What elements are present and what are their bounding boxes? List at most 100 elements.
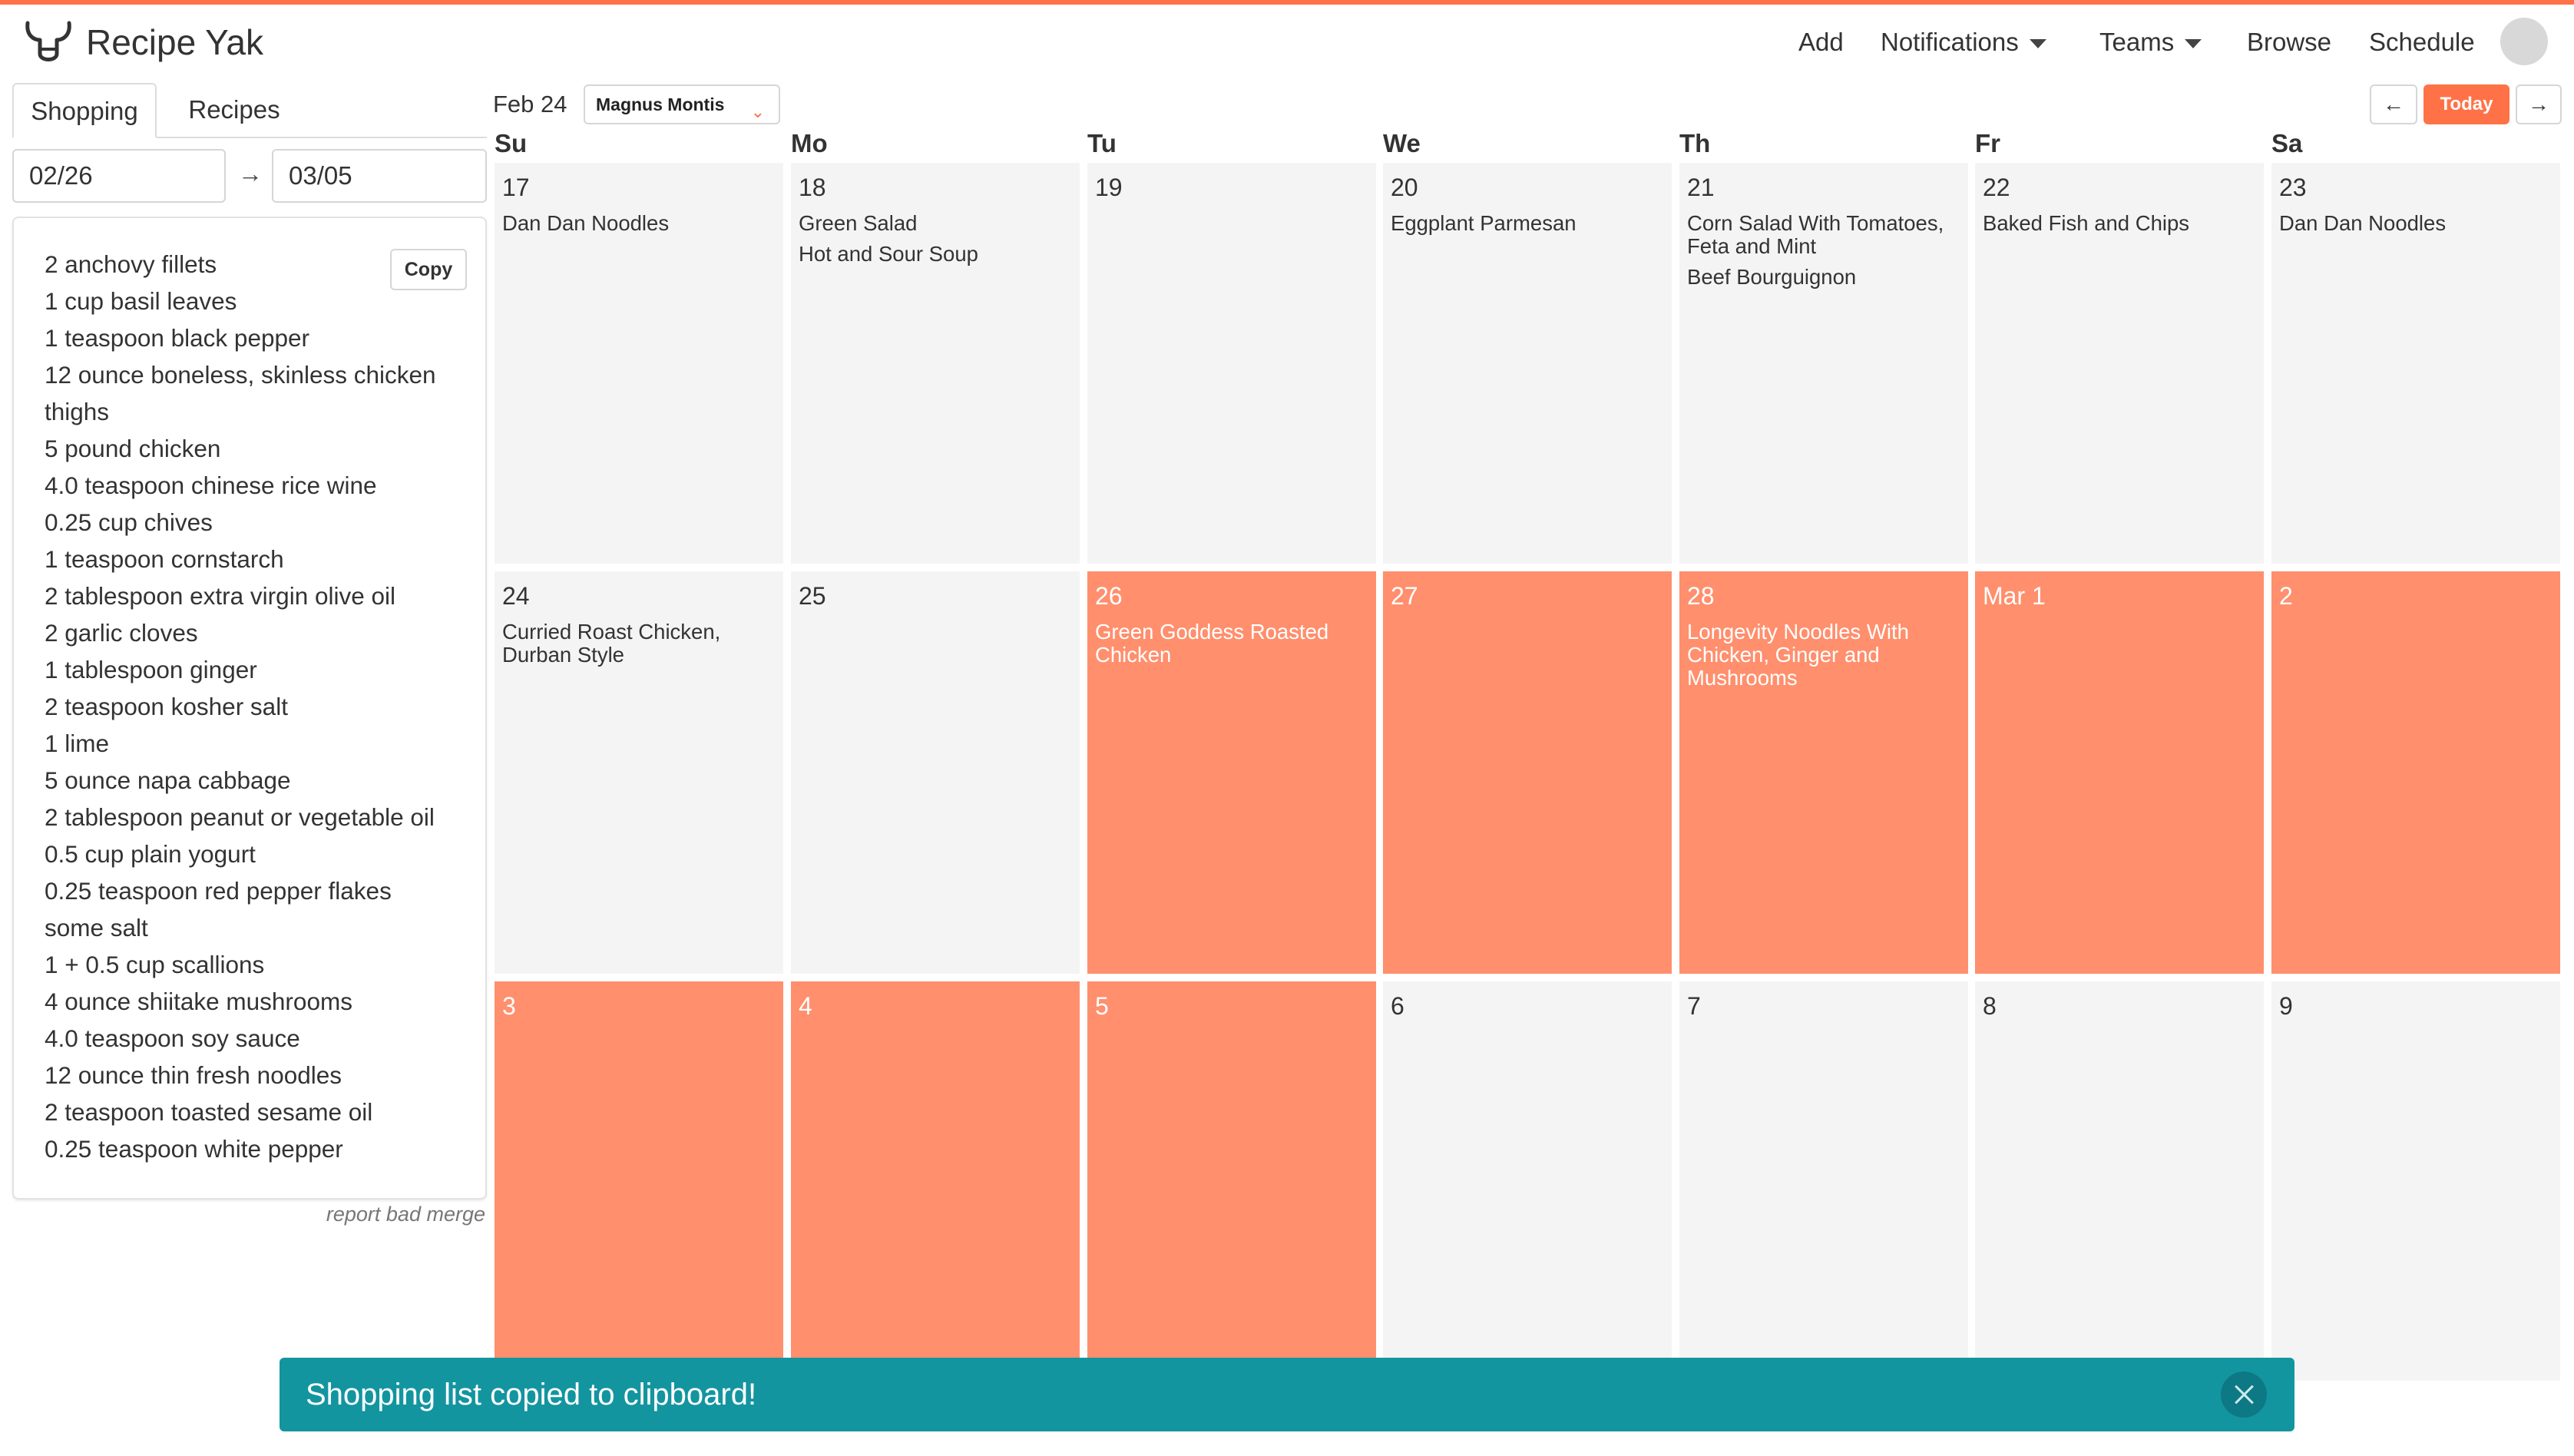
ingredient-item: 4.0 teaspoon chinese rice wine <box>45 472 377 499</box>
nav-teams[interactable]: Teams <box>2099 22 2202 63</box>
ingredient-item: 1 teaspoon black pepper <box>45 324 310 352</box>
day-number: 8 <box>1983 992 1997 1020</box>
ingredient-item: 2 anchovy fillets <box>45 250 217 278</box>
tab-recipes[interactable]: Recipes <box>188 95 280 124</box>
calendar-day-cell[interactable]: 26 Green Goddess Roasted Chicken <box>1087 571 1376 974</box>
copy-button[interactable]: Copy <box>390 249 467 290</box>
calendar-day-cell[interactable]: 2 <box>2271 571 2560 974</box>
day-number: 7 <box>1687 992 1701 1020</box>
arrow-right-icon: → <box>238 160 263 187</box>
nav-schedule[interactable]: Schedule <box>2369 22 2475 63</box>
calendar-day-cell[interactable]: 23 Dan Dan Noodles <box>2271 163 2560 564</box>
ingredient-item: some salt <box>45 914 148 941</box>
day-number: 9 <box>2279 992 2293 1020</box>
ingredient-item: 2 tablespoon extra virgin olive oil <box>45 582 396 610</box>
ingredient-item: 4.0 teaspoon soy sauce <box>45 1024 300 1052</box>
nav-browse-label: Browse <box>2247 28 2332 56</box>
calendar-day-cell[interactable]: 17 Dan Dan Noodles <box>495 163 783 564</box>
close-icon[interactable] <box>2221 1372 2267 1418</box>
ingredient-item: 2 teaspoon kosher salt <box>45 693 288 720</box>
day-number: 4 <box>799 992 812 1020</box>
calendar-day-cell[interactable]: 5 <box>1087 981 1376 1381</box>
calendar-day-cell[interactable]: 21 Corn Salad With Tomatoes, Feta and Min… <box>1679 163 1968 564</box>
calendar-day-cell[interactable]: Mar 1 <box>1975 571 2264 974</box>
ingredient-item: 0.25 teaspoon red pepper flakes <box>45 877 392 905</box>
scheduled-recipe[interactable]: Hot and Sour Soup <box>799 242 978 266</box>
weekday-header: Su <box>495 129 528 157</box>
ingredient-item: 5 pound chicken <box>45 435 221 462</box>
weekday-header: Tu <box>1087 129 1117 157</box>
team-select-value: Magnus Montis <box>596 94 725 114</box>
scheduled-recipe[interactable]: Baked Fish and Chips <box>1983 211 2190 235</box>
day-number: 26 <box>1095 582 1123 610</box>
ingredient-item: 1 + 0.5 cup scallions <box>45 951 265 978</box>
calendar-day-cell[interactable]: 6 <box>1383 981 1672 1381</box>
nav-add[interactable]: Add <box>1798 22 1844 63</box>
calendar-day-cell[interactable]: 27 <box>1383 571 1672 974</box>
caret-down-icon <box>2185 39 2202 48</box>
next-week-button[interactable]: → <box>2516 84 2562 124</box>
scheduled-recipe[interactable]: Dan Dan Noodles <box>502 211 670 235</box>
yak-logo-icon <box>25 21 71 61</box>
calendar-day-cell[interactable]: 28 Longevity Noodles With Chicken, Ginger… <box>1679 571 1968 974</box>
calendar-day-cell[interactable]: 20 Eggplant Parmesan <box>1383 163 1672 564</box>
ingredient-item: 0.25 cup chives <box>45 508 213 536</box>
ingredient-item: 12 ounce boneless, skinless chicken thig… <box>45 361 436 425</box>
calendar-day-cell[interactable]: 18 Green Salad Hot and Sour Soup <box>791 163 1080 564</box>
day-number: 24 <box>502 582 530 610</box>
toast-message: Shopping list copied to clipboard! <box>306 1378 757 1411</box>
ingredient-item: 1 tablespoon ginger <box>45 656 257 683</box>
day-number: 21 <box>1687 174 1715 201</box>
report-bad-merge-link[interactable]: report bad merge <box>326 1203 485 1226</box>
ingredient-item: 0.5 cup plain yogurt <box>45 840 256 868</box>
ingredient-item: 5 ounce napa cabbage <box>45 766 291 794</box>
ingredient-item: 1 cup basil leaves <box>45 287 237 315</box>
day-number: 3 <box>502 992 516 1020</box>
scheduled-recipe[interactable]: Curried Roast Chicken, Durban Style <box>502 620 721 667</box>
day-number: Mar 1 <box>1983 582 2046 610</box>
calendar-day-cell[interactable]: 4 <box>791 981 1080 1381</box>
calendar-day-cell[interactable]: 3 <box>495 981 783 1381</box>
weekday-header: We <box>1383 129 1421 157</box>
calendar-day-cell[interactable]: 8 <box>1975 981 2264 1381</box>
day-number: 20 <box>1391 174 1418 201</box>
scheduled-recipe[interactable]: Green Goddess Roasted Chicken <box>1095 620 1329 667</box>
scheduled-recipe[interactable]: Dan Dan Noodles <box>2279 211 2447 235</box>
app-name: Recipe Yak <box>86 22 263 62</box>
nav-notifications[interactable]: Notifications <box>1881 22 2046 63</box>
ingredient-item: 0.25 teaspoon white pepper <box>45 1135 343 1163</box>
nav-browse[interactable]: Browse <box>2247 22 2331 63</box>
today-button[interactable]: Today <box>2423 84 2509 124</box>
nav-teams-label: Teams <box>2099 28 2175 56</box>
scheduled-recipe[interactable]: Eggplant Parmesan <box>1391 211 1576 235</box>
calendar-day-cell[interactable]: 24 Curried Roast Chicken, Durban Style <box>495 571 783 974</box>
prev-week-button[interactable]: ← <box>2370 84 2417 124</box>
day-number: 6 <box>1391 992 1404 1020</box>
calendar-day-cell[interactable]: 25 <box>791 571 1080 974</box>
ingredient-item: 1 lime <box>45 730 110 757</box>
calendar-day-cell[interactable]: 22 Baked Fish and Chips <box>1975 163 2264 564</box>
weekday-header: Mo <box>791 129 828 157</box>
app-logo[interactable]: Recipe Yak <box>23 17 263 68</box>
calendar-month-label: Feb 24 <box>493 91 567 117</box>
ingredient-list: 2 anchovy fillets 1 cup basil leaves 1 tea… <box>45 246 475 1167</box>
ingredient-item: 12 ounce thin fresh noodles <box>45 1061 342 1089</box>
top-accent-bar <box>0 0 2574 5</box>
tab-shopping[interactable]: Shopping <box>12 83 157 138</box>
calendar-day-cell[interactable]: 9 <box>2271 981 2560 1381</box>
day-number: 19 <box>1095 174 1123 201</box>
user-avatar[interactable] <box>2500 18 2548 65</box>
scheduled-recipe[interactable]: Beef Bourguignon <box>1687 265 1857 289</box>
day-number: 28 <box>1687 582 1715 610</box>
calendar-day-cell[interactable]: 19 <box>1087 163 1376 564</box>
scheduled-recipe[interactable]: Longevity Noodles With Chicken, Ginger a… <box>1687 620 1909 690</box>
start-date-input[interactable]: 02/26 <box>12 149 226 203</box>
nav-add-label: Add <box>1798 28 1844 56</box>
calendar-day-cell[interactable]: 7 <box>1679 981 1968 1381</box>
weekday-header: Th <box>1679 129 1711 157</box>
scheduled-recipe[interactable]: Green Salad <box>799 211 918 235</box>
ingredient-item: 2 teaspoon toasted sesame oil <box>45 1098 373 1126</box>
scheduled-recipe[interactable]: Corn Salad With Tomatoes, Feta and Mint <box>1687 211 1944 258</box>
end-date-input[interactable]: 03/05 <box>272 149 487 203</box>
team-select[interactable]: Magnus Montis ⌄ <box>584 84 780 124</box>
